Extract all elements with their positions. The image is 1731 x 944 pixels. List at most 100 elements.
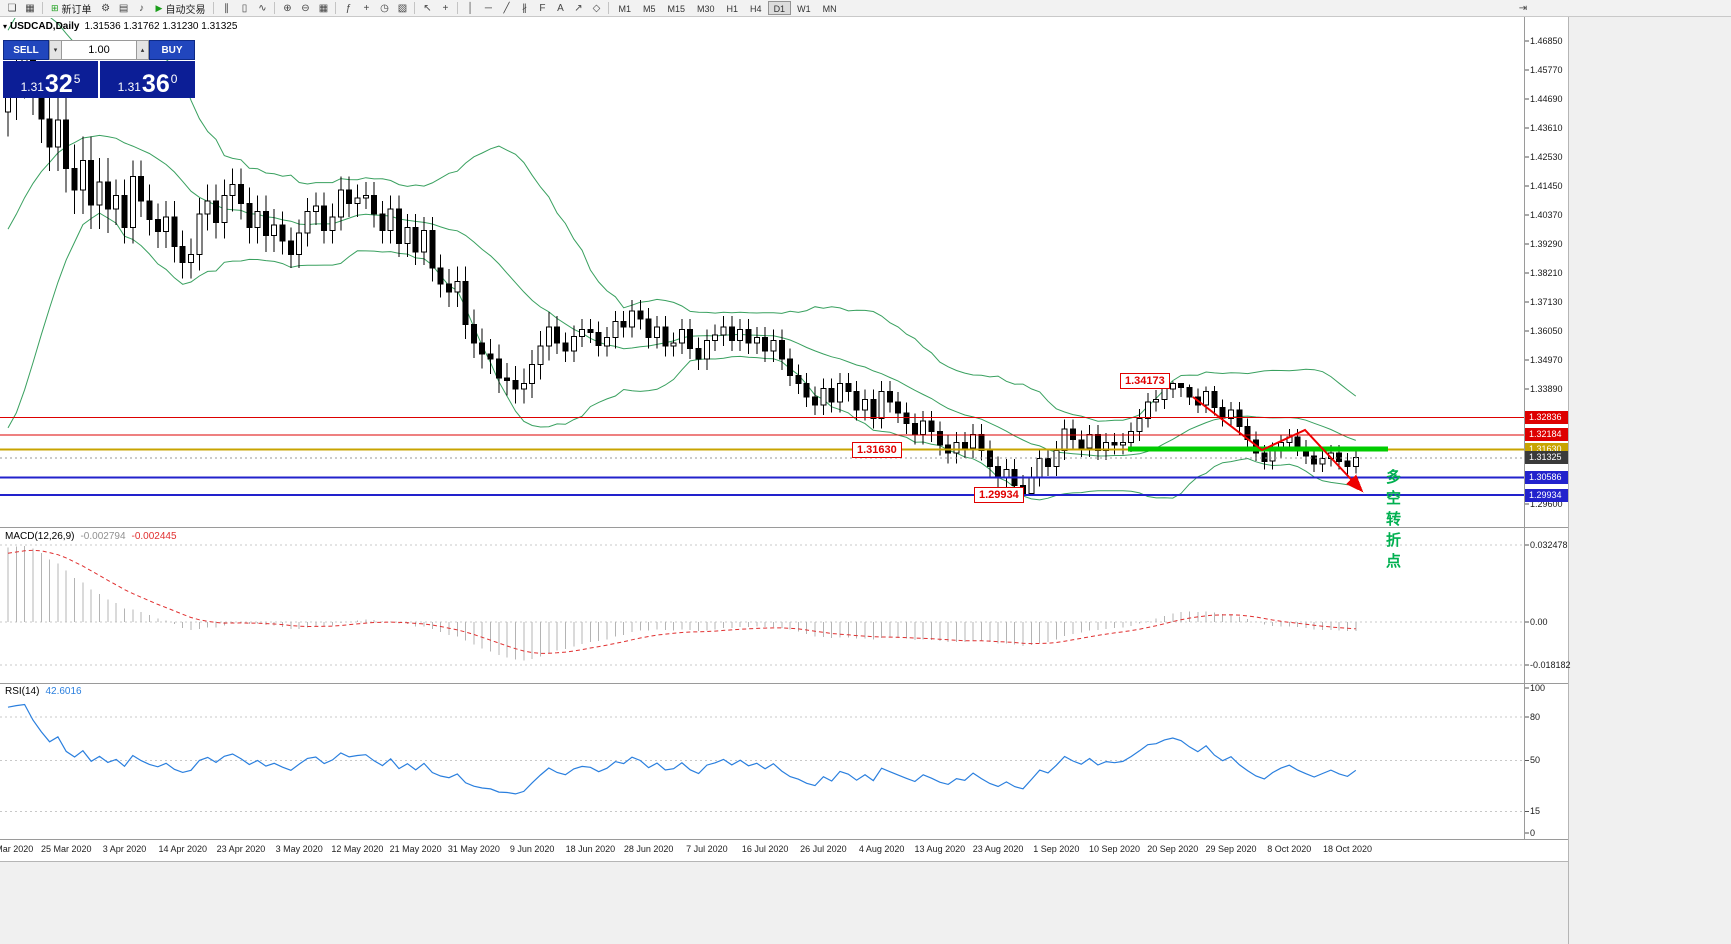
bollinger-band-line [7,18,1357,422]
expert-advisors-icon[interactable]: ⚙ [101,2,111,14]
sell-button[interactable]: SELL [3,40,49,60]
macd-axis-label: 0.00 [1530,616,1548,627]
add-indicator-icon[interactable]: + [363,2,370,14]
horizontal-line-icon[interactable]: ─ [484,2,493,14]
date-axis-label: 20 Sep 2020 [1147,844,1199,854]
one-click-trading-panel: SELL ▾ ▴ BUY 1.31 32 5 1.31 36 0 [3,40,195,98]
templates-icon[interactable]: ▧ [397,2,408,14]
autotrading-button-icon: ▶ [155,2,163,13]
channel-icon[interactable]: ∦ [521,2,527,14]
macd-main-value: -0.002794 [80,531,126,542]
shapes-icon[interactable]: ◇ [592,2,601,14]
red-trend-arrow[interactable] [1192,396,1364,493]
buy-button[interactable]: BUY [149,40,195,60]
timeframe-h4[interactable]: H4 [750,4,762,14]
timeframe-d1[interactable]: D1 [767,1,792,15]
date-axis-label: 23 Aug 2020 [972,844,1024,854]
text-icon[interactable]: A [557,2,564,14]
timeframe-w1[interactable]: W1 [797,4,811,14]
trendline-icon[interactable]: ╱ [503,2,510,14]
macd-histogram [7,545,1357,661]
timeframe-h1[interactable]: H1 [726,4,739,14]
cursor-icon[interactable]: ↖ [423,2,432,14]
date-axis-label: 18 Jun 2020 [565,844,616,854]
price-label-box[interactable]: 1.34173 [1120,373,1170,390]
toolbar-separator [608,2,610,14]
rsi-axis-label: 100 [1530,682,1546,693]
fibonacci-icon[interactable]: F [539,2,546,14]
rsi-axis-label: 50 [1530,755,1541,765]
zoom-in-icon[interactable]: ⊕ [283,2,292,14]
date-axis-label: 12 May 2020 [331,844,384,854]
chart-list-icon[interactable]: ▤ [118,2,129,14]
bollinger-band-line [7,134,1356,457]
ohlc-readout: 1.31536 1.31762 1.31230 1.31325 [84,21,238,32]
rsi-axis-label: 15 [1530,805,1541,816]
volume-decrease-button[interactable]: ▾ [49,40,62,60]
turning-point-note[interactable]: 多空转折点 [1386,469,1404,570]
window-filler-right [1568,17,1731,944]
price-axis-label: 1.39290 [1530,238,1563,249]
time-axis[interactable]: 15 Mar 2020 25 Mar 2020 3 Apr 2020 14 Apr 2… [0,840,1568,861]
price-axis-label: 1.42530 [1530,151,1563,162]
date-axis-label: 31 May 2020 [447,844,500,854]
price-axis-label: 1.46850 [1530,35,1563,46]
buy-price-main: 1.31 [117,80,141,94]
candlestick-chart-icon[interactable]: ▯ [241,2,248,14]
price-label-box[interactable]: 1.31630 [852,441,902,458]
bar-chart-icon[interactable]: ∥ [223,2,229,14]
indicators-icon[interactable]: ƒ [345,2,352,14]
line-chart-icon[interactable]: ∿ [258,2,267,14]
date-axis-label: 3 Apr 2020 [102,844,147,854]
date-axis-label: 3 May 2020 [275,844,323,854]
toolbar-separator [457,2,459,14]
one-click-toggle-icon[interactable]: ▾ [3,22,8,31]
price-axis-label: 1.41450 [1530,180,1563,191]
chart-header: ▾ USDCAD,Daily 1.31536 1.31762 1.31230 1.3… [3,21,237,32]
timeframe-m5[interactable]: M5 [642,4,656,14]
buy-price-display[interactable]: 1.31 36 0 [100,61,195,98]
toolbar-separator [335,2,337,14]
price-tag: 1.31325 [1525,451,1568,465]
price-label-box[interactable]: 1.29934 [974,487,1024,504]
new-chart-icon[interactable]: ❏ [7,2,17,14]
timeframe-m30[interactable]: M30 [697,4,715,14]
date-axis-label: 1 Sep 2020 [1033,844,1080,854]
vertical-line-icon[interactable]: │ [467,2,474,14]
volume-increase-button[interactable]: ▴ [136,40,149,60]
volume-input[interactable] [62,40,136,60]
date-axis-label: 7 Jul 2020 [686,844,728,854]
timeframe-m1[interactable]: M1 [618,4,631,14]
alerts-icon[interactable]: ♪ [139,2,145,14]
macd-label: MACD(12,26,9) -0.002794 -0.002445 [5,531,183,542]
sell-price-point: 5 [73,72,81,86]
new-order-button[interactable]: ⊞ 新订单 [46,1,97,16]
symbol-title: USDCAD,Daily [10,21,80,32]
timeframe-m15[interactable]: M15 [667,4,686,14]
price-tag: 1.32184 [1525,428,1568,442]
profiles-icon[interactable]: ▦ [25,2,35,14]
price-scale[interactable]: 1.46850 1.45770 1.44690 1.43610 1.42530 1.414… [1525,17,1571,839]
rsi-line [7,703,1357,795]
price-axis-label: 1.44690 [1530,93,1563,104]
sell-price-display[interactable]: 1.31 32 5 [3,61,98,98]
zoom-out-icon[interactable]: ⊖ [301,2,310,14]
crosshair-icon[interactable]: + [442,2,449,14]
date-axis-label: 23 Apr 2020 [216,844,266,854]
macd-name: MACD(12,26,9) [5,531,75,542]
autotrading-button-label: 自动交易 [165,4,206,16]
tile-windows-icon[interactable]: ▦ [318,2,329,14]
price-axis-label: 1.37130 [1530,296,1563,307]
periods-icon[interactable]: ◷ [380,2,389,14]
autotrading-button[interactable]: ▶ 自动交易 [151,1,211,16]
sell-price-main: 1.31 [20,80,44,94]
date-axis-label: 21 May 2020 [389,844,442,854]
buy-price-pips: 36 [141,70,170,98]
price-axis-label: 1.43610 [1530,122,1563,133]
rsi-axis-label: 0 [1530,827,1536,838]
price-axis-label: 1.36050 [1530,325,1563,336]
chart-shift-icon[interactable]: ⇥ [1518,2,1528,14]
arrows-icon[interactable]: ↗ [574,2,583,14]
timeframe-mn[interactable]: MN [822,4,837,14]
